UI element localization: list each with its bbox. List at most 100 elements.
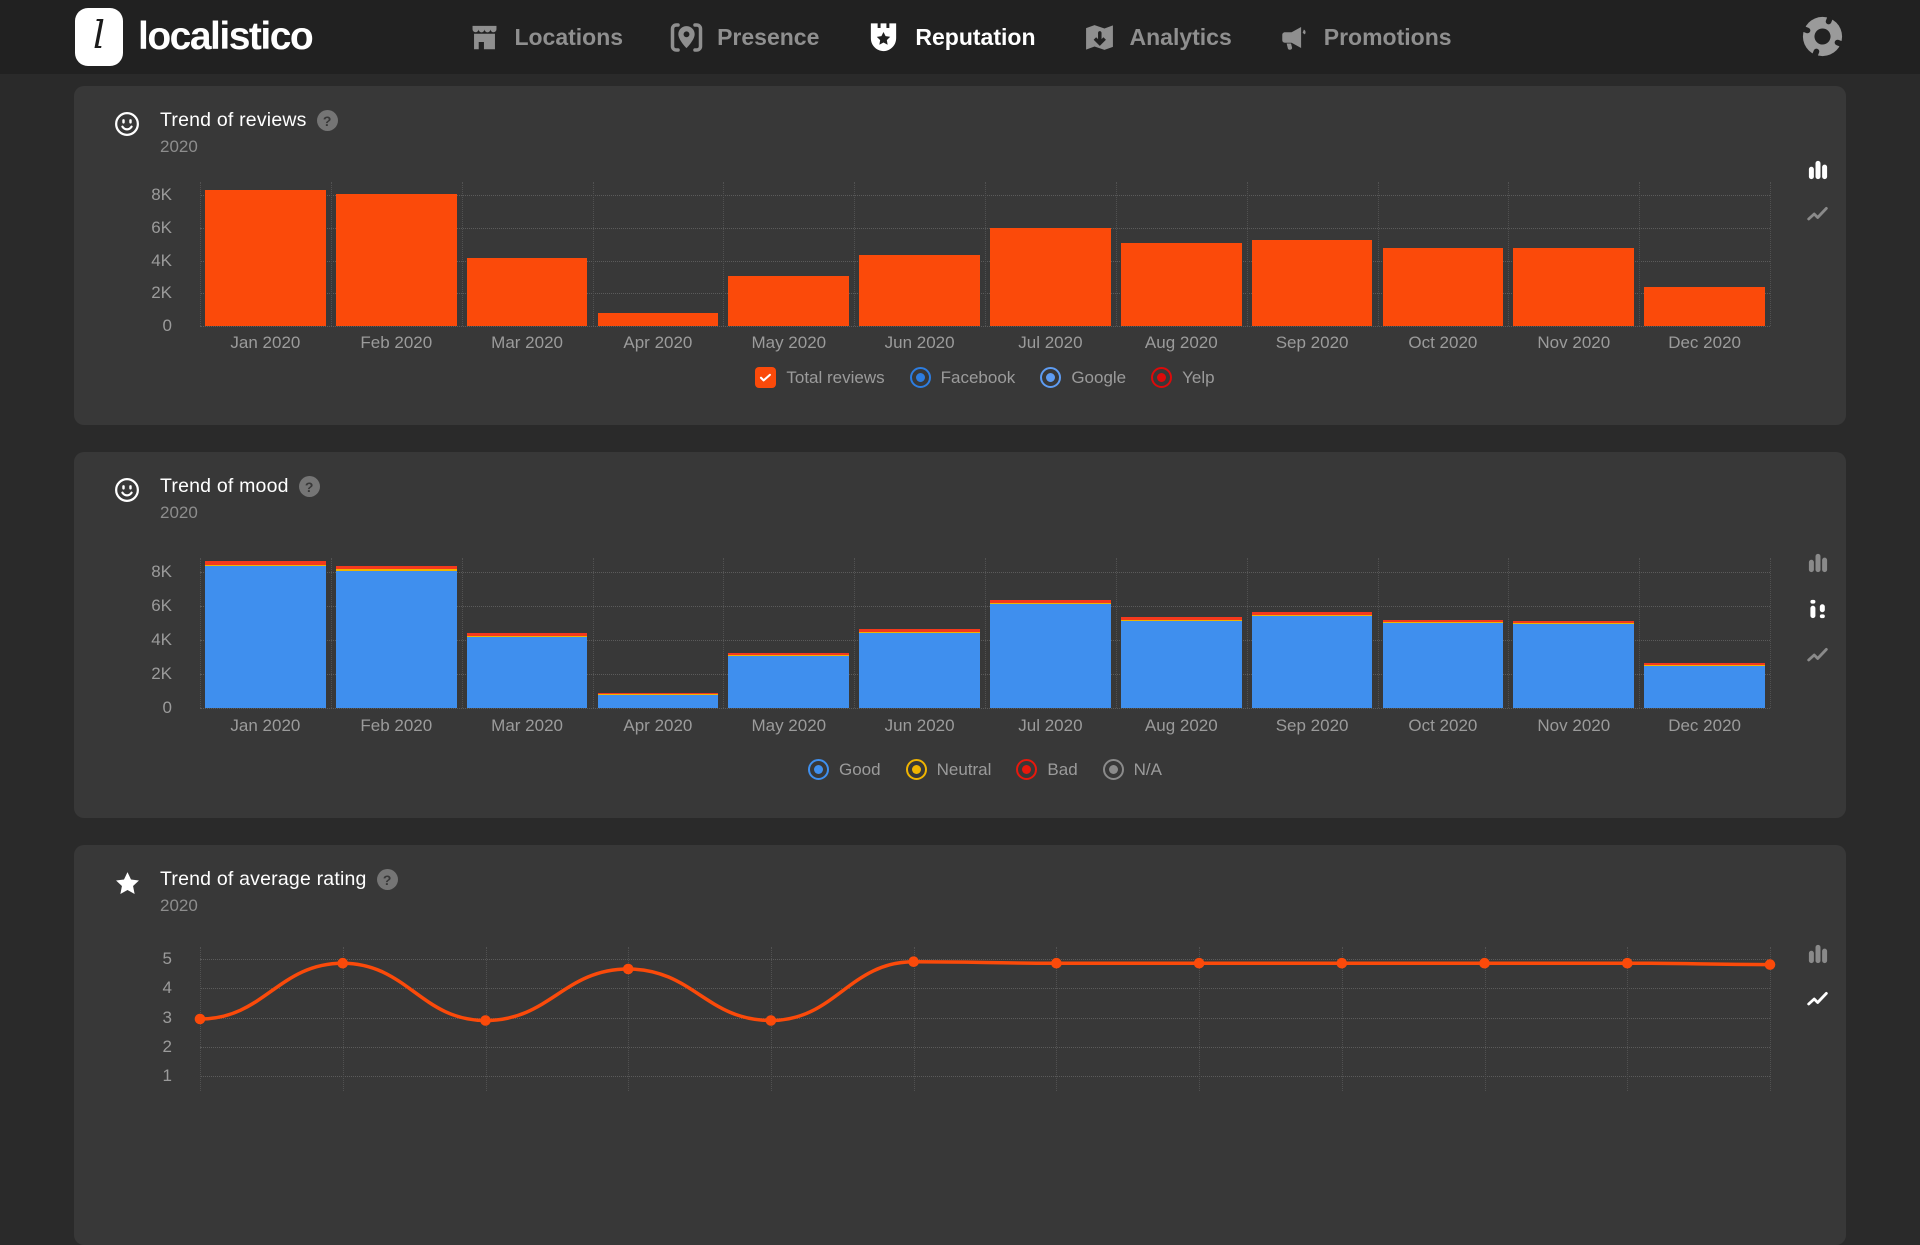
bar-jan-2020 — [205, 190, 326, 326]
help-icon[interactable]: ? — [377, 869, 398, 890]
radio-good[interactable] — [808, 759, 829, 780]
bar-chart-icon[interactable] — [1804, 940, 1832, 968]
y-axis-label: 2K — [151, 664, 172, 684]
legend-item-neutral[interactable]: Neutral — [906, 759, 992, 780]
panel-subtitle: 2020 — [160, 896, 398, 916]
bar-segment-neutral-feb-2020 — [336, 569, 457, 571]
gridline — [985, 558, 986, 708]
gridline — [1116, 182, 1117, 326]
bar-segment-good-feb-2020 — [336, 571, 457, 708]
checkbox-total-reviews[interactable] — [755, 367, 776, 388]
gridline — [200, 558, 201, 708]
nav-item-promotions[interactable]: Promotions — [1278, 21, 1452, 54]
radio-neutral[interactable] — [906, 759, 927, 780]
x-axis-label: Jun 2020 — [885, 716, 955, 736]
top-nav: l localistico Locations Presence Reputat… — [0, 0, 1920, 74]
bar-segment-good-jul-2020 — [990, 604, 1111, 708]
brand-logo-icon: l — [75, 8, 123, 66]
help-icon[interactable]: ? — [317, 110, 338, 131]
line-chart-icon[interactable] — [1804, 641, 1832, 669]
bar-segment-bad-mar-2020 — [467, 633, 588, 636]
gridline — [723, 182, 724, 326]
smiley-icon — [113, 476, 141, 504]
data-point-jul-2020 — [1051, 958, 1062, 969]
x-axis-label: Dec 2020 — [1668, 333, 1741, 353]
y-axis-label: 4K — [151, 630, 172, 650]
bar-segment-good-jun-2020 — [859, 632, 980, 708]
radio-google[interactable] — [1040, 367, 1061, 388]
brand[interactable]: l localistico — [75, 0, 312, 74]
x-axis-label: Sep 2020 — [1276, 716, 1349, 736]
gridline — [200, 708, 1770, 709]
bar-segment-neutral-mar-2020 — [467, 636, 588, 637]
y-axis-label: 3 — [163, 1008, 172, 1028]
data-point-aug-2020 — [1194, 958, 1205, 969]
radio-n-a[interactable] — [1103, 759, 1124, 780]
chart-type-toolbar — [1804, 940, 1832, 1013]
gridline — [1770, 182, 1771, 326]
gridline — [723, 558, 724, 708]
data-point-nov-2020 — [1622, 958, 1633, 969]
nav-item-presence[interactable]: Presence — [669, 20, 819, 55]
stacked-bar-chart-icon[interactable] — [1804, 595, 1832, 623]
legend-item-yelp[interactable]: Yelp — [1151, 367, 1214, 388]
line-chart-icon[interactable] — [1804, 985, 1832, 1013]
nav-item-label: Locations — [514, 24, 623, 51]
bar-chart-icon[interactable] — [1804, 156, 1832, 184]
y-axis-label: 1 — [163, 1066, 172, 1086]
help-icon[interactable]: ? — [299, 476, 320, 497]
nav-item-label: Presence — [717, 24, 819, 51]
radio-yelp[interactable] — [1151, 367, 1172, 388]
legend-item-total-reviews[interactable]: Total reviews — [755, 367, 884, 388]
gridline — [200, 182, 201, 326]
panel-subtitle: 2020 — [160, 137, 338, 157]
bar-segment-good-jan-2020 — [205, 566, 326, 708]
legend-label: Yelp — [1182, 368, 1214, 388]
bar-jun-2020 — [859, 255, 980, 326]
bar-segment-bad-jan-2020 — [205, 561, 326, 564]
panel-header: Trend of reviews ? 2020 — [113, 109, 338, 157]
y-axis-label: 8K — [151, 562, 172, 582]
map-pin-icon — [669, 20, 704, 55]
radio-facebook[interactable] — [910, 367, 931, 388]
panel-header: Trend of average rating ? 2020 — [113, 868, 398, 916]
legend-item-google[interactable]: Google — [1040, 367, 1126, 388]
y-axis-label: 0 — [163, 698, 172, 718]
bar-segment-neutral-jan-2020 — [205, 565, 326, 566]
bar-segment-good-sep-2020 — [1252, 615, 1373, 708]
gridline — [593, 558, 594, 708]
bar-segment-good-dec-2020 — [1644, 665, 1765, 708]
legend-item-facebook[interactable]: Facebook — [910, 367, 1016, 388]
bar-jul-2020 — [990, 228, 1111, 326]
legend-item-n-a[interactable]: N/A — [1103, 759, 1162, 780]
legend-label: Facebook — [941, 368, 1016, 388]
legend-item-bad[interactable]: Bad — [1016, 759, 1077, 780]
x-axis-label: May 2020 — [751, 333, 826, 353]
bar-segment-neutral-jun-2020 — [859, 632, 980, 633]
chart-legend: Total reviews Facebook Google Yelp — [200, 367, 1770, 388]
bar-segment-neutral-jul-2020 — [990, 603, 1111, 604]
x-axis-label: Oct 2020 — [1408, 716, 1477, 736]
lifebuoy-icon[interactable] — [1799, 13, 1846, 60]
line-chart-icon[interactable] — [1804, 200, 1832, 228]
legend-item-good[interactable]: Good — [808, 759, 881, 780]
nav-item-reputation[interactable]: Reputation — [865, 19, 1035, 56]
y-axis-label: 2 — [163, 1037, 172, 1057]
radio-bad[interactable] — [1016, 759, 1037, 780]
y-axis-label: 5 — [163, 949, 172, 969]
panel-title: Trend of mood — [160, 475, 289, 498]
nav-item-analytics[interactable]: Analytics — [1082, 20, 1232, 55]
chart-type-toolbar — [1804, 549, 1832, 669]
legend-label: Bad — [1047, 760, 1077, 780]
x-axis-label: Jan 2020 — [230, 333, 300, 353]
x-axis-label: May 2020 — [751, 716, 826, 736]
mood-stacked-bar-chart — [200, 558, 1770, 708]
bar-chart-icon[interactable] — [1804, 549, 1832, 577]
gridline — [854, 182, 855, 326]
nav-item-locations[interactable]: Locations — [468, 21, 623, 54]
bar-dec-2020 — [1644, 287, 1765, 326]
